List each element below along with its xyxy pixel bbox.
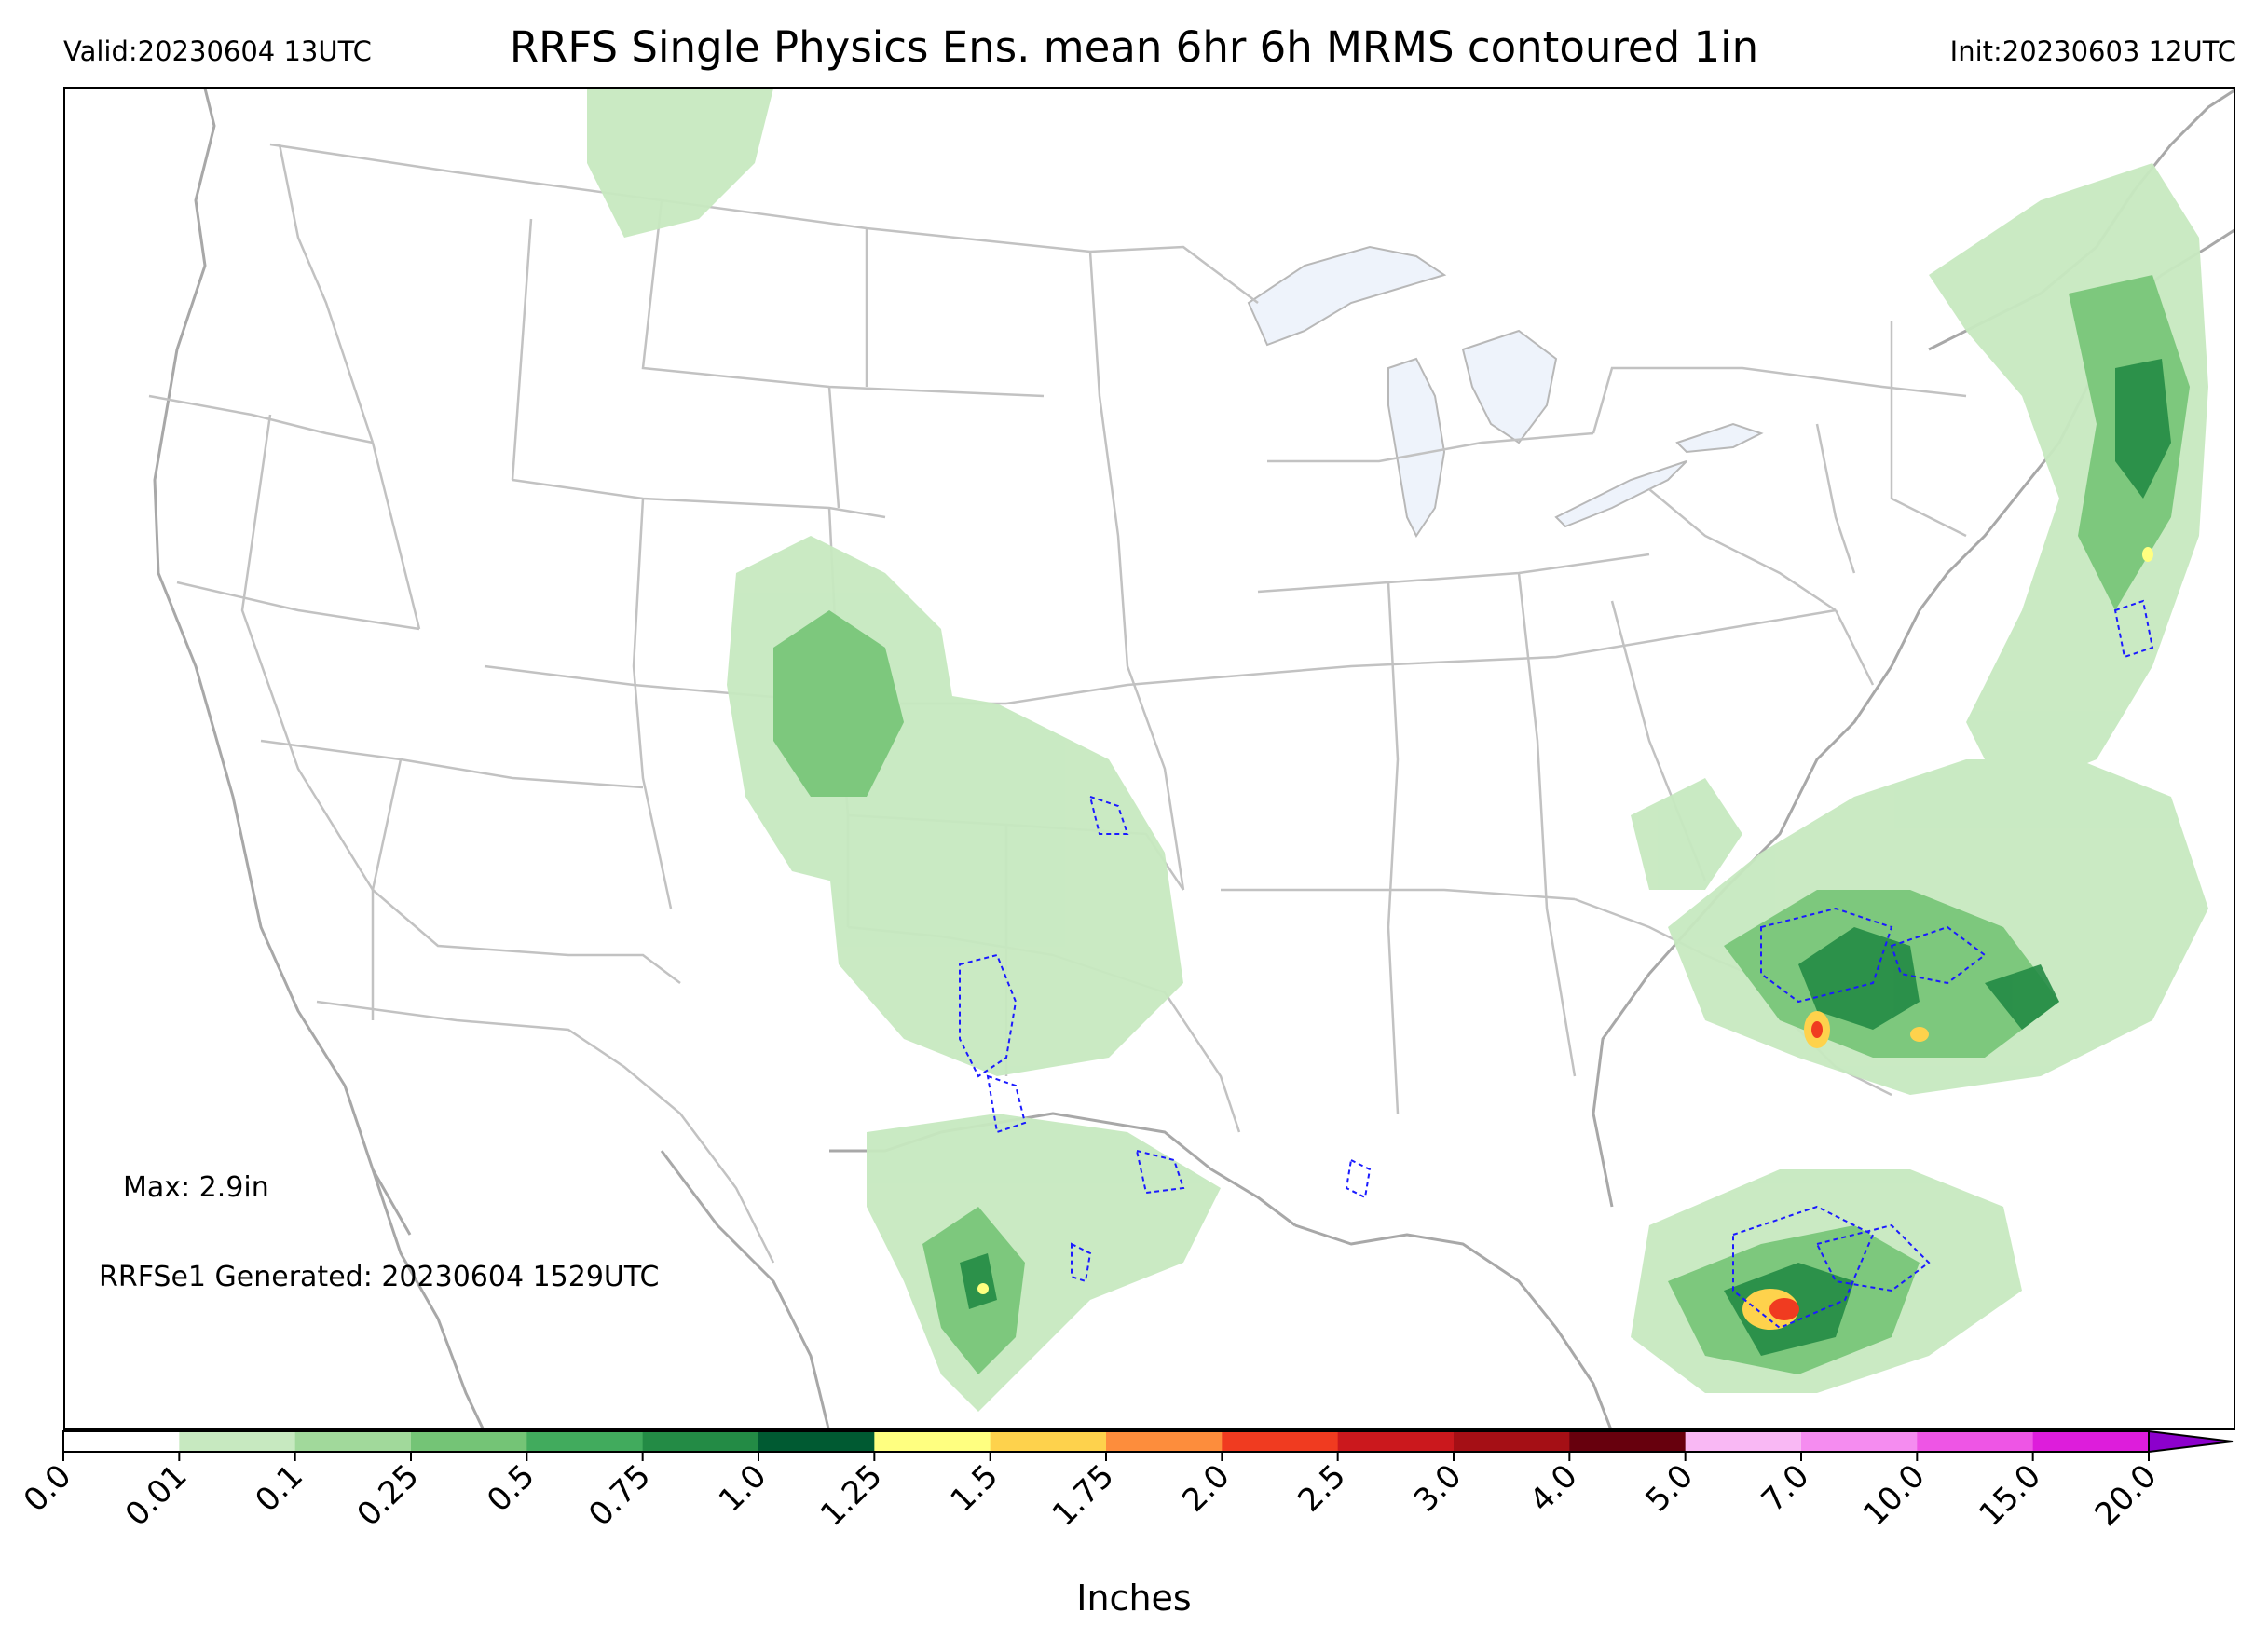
- colorbar-tick-label: 1.0: [712, 1457, 774, 1520]
- lake-michigan: [1387, 357, 1446, 538]
- precip-canada: [587, 89, 773, 238]
- colorbar-extend-arrow: [2148, 1429, 2234, 1454]
- colorbar-cell: [758, 1431, 875, 1452]
- max-value-label: Max: 2.9in: [123, 1171, 269, 1204]
- colorbar-tick-label: 1.25: [813, 1457, 890, 1534]
- colorbar-tick-label: 4.0: [1523, 1457, 1585, 1520]
- mrms-contours: [959, 599, 2154, 1330]
- west-coast: [153, 89, 412, 1236]
- precip-heavy: [960, 359, 2171, 1356]
- colorbar-title: Inches: [1076, 1578, 1192, 1619]
- colorbar-cell: [1569, 1431, 1687, 1452]
- colorbar-tick-label: 1.5: [944, 1457, 1006, 1520]
- colorbar: 0.0 0.01 0.1 0.25 0.5 0.75 1.0 1.25 1.5 1.75 2.0 2.…: [17, 1429, 2234, 1534]
- lake-superior: [1247, 245, 1447, 347]
- precip-extreme: [977, 547, 2153, 1330]
- colorbar-cell: [2032, 1431, 2150, 1452]
- colorbar-tick-label: 5.0: [1639, 1457, 1701, 1520]
- colorbar-tick-label: 0.0: [17, 1457, 79, 1520]
- colorbar-cell: [1685, 1431, 1802, 1452]
- colorbar-cell: [874, 1431, 991, 1452]
- valid-time-label: Valid:20230604 13UTC: [63, 35, 372, 67]
- colorbar-cell: [411, 1431, 527, 1452]
- precip-plains: [829, 685, 1183, 1076]
- colorbar-cell: [1337, 1431, 1455, 1452]
- colorbar-tick-label: 10.0: [1856, 1457, 1933, 1534]
- gulf-coast-mexico: [660, 1150, 830, 1428]
- colorbar-tick-label: 7.0: [1755, 1457, 1817, 1520]
- lake-erie: [1554, 460, 1687, 528]
- colorbar-cell: [294, 1431, 412, 1452]
- colorbar-tick-label: 0.01: [118, 1457, 195, 1534]
- us-mexico-border: [316, 1000, 775, 1264]
- colorbar-cell: [526, 1431, 644, 1452]
- lake-ontario: [1675, 422, 1764, 454]
- init-time-label: Init:20230603 12UTC: [1949, 35, 2236, 67]
- precip-carolina: [1631, 778, 1742, 890]
- colorbar-cell: [179, 1431, 296, 1452]
- state-boundaries: [148, 143, 1967, 1264]
- baja-peninsula: [371, 1168, 485, 1428]
- map-canvas: [148, 89, 2234, 1428]
- colorbar-cell: [1454, 1431, 1570, 1452]
- colorbar-tick-label: 20.0: [2088, 1457, 2165, 1534]
- map-title: RRFS Single Physics Ens. mean 6hr 6h MRM…: [509, 22, 1759, 72]
- east-coast: [1592, 311, 2117, 1208]
- colorbar-tick-label: 0.1: [249, 1457, 311, 1520]
- lake-huron: [1461, 329, 1558, 444]
- colorbar-tick-label: 0.5: [480, 1457, 542, 1520]
- colorbar-cell: [1106, 1431, 1223, 1452]
- colorbar-cell: [1917, 1431, 2034, 1452]
- colorbar-ticks: 0.0 0.01 0.1 0.25 0.5 0.75 1.0 1.25 1.5 1.75 2.0 2.…: [17, 1452, 2165, 1534]
- great-lakes: [1247, 245, 1764, 538]
- colorbar-cell: [63, 1431, 180, 1452]
- colorbar-cells: [62, 1429, 2234, 1454]
- precipitation-map: Max: 2.9in RRFSe1 Generated: 20230604 15…: [63, 87, 2235, 1430]
- florida: [1294, 1223, 1613, 1428]
- colorbar-cell: [1222, 1431, 1339, 1452]
- colorbar-tick-label: 2.5: [1291, 1457, 1354, 1520]
- colorbar-tick-label: 0.25: [350, 1457, 427, 1534]
- colorbar-tick-label: 0.75: [581, 1457, 658, 1534]
- colorbar-tick-label: 15.0: [1972, 1457, 2048, 1534]
- colorbar-tick-label: 1.75: [1045, 1457, 1122, 1534]
- colorbar-cell: [990, 1431, 1107, 1452]
- generated-label: RRFSe1 Generated: 20230604 1529UTC: [99, 1261, 660, 1293]
- colorbar-cell: [1801, 1431, 1918, 1452]
- colorbar-cell: [642, 1431, 759, 1452]
- colorbar-tick-label: 2.0: [1175, 1457, 1237, 1520]
- colorbar-tick-label: 3.0: [1407, 1457, 1469, 1520]
